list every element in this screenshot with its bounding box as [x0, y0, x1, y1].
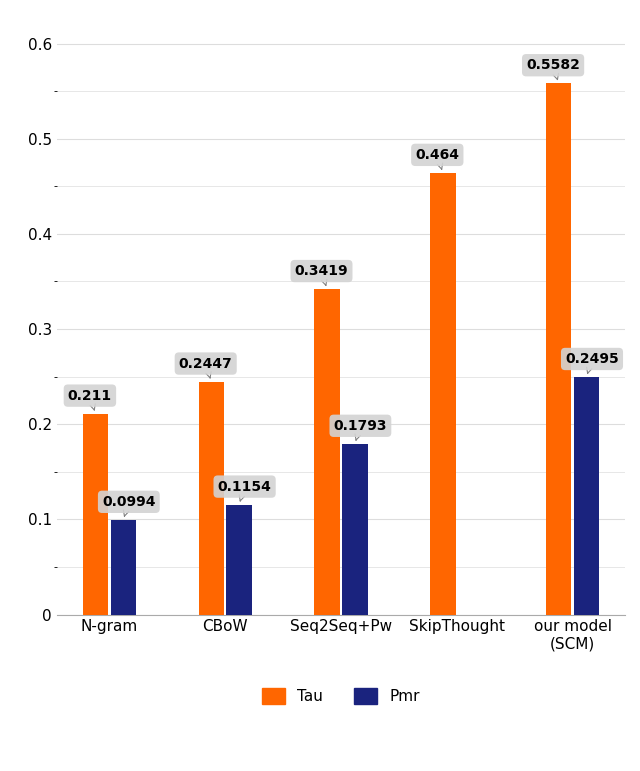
Text: 0.211: 0.211	[68, 389, 112, 410]
Bar	[546, 83, 572, 614]
Text: 0.3419: 0.3419	[294, 264, 348, 285]
Bar	[342, 444, 367, 614]
Bar	[111, 520, 136, 614]
Text: 0.1793: 0.1793	[333, 419, 387, 440]
Text: 0.5582: 0.5582	[526, 59, 580, 79]
Text: 0.1154: 0.1154	[218, 480, 271, 501]
Bar	[573, 377, 599, 614]
Bar	[430, 173, 456, 614]
Bar	[314, 289, 340, 614]
Text: 0.0994: 0.0994	[102, 495, 156, 517]
Legend: Tau, Pmr: Tau, Pmr	[256, 682, 426, 710]
Bar	[83, 414, 108, 614]
Text: 0.2447: 0.2447	[179, 356, 232, 378]
Text: 0.464: 0.464	[415, 148, 460, 170]
Bar	[198, 382, 224, 614]
Text: 0.2495: 0.2495	[565, 352, 619, 373]
Bar	[227, 505, 252, 614]
